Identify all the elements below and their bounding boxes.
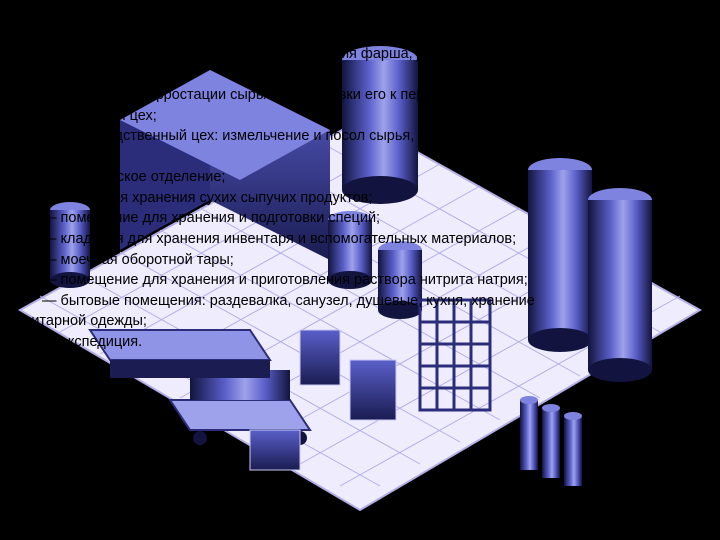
item-13: — экспедиция. <box>8 333 712 352</box>
item-1: — низкотемпературная камера для хранения… <box>8 25 712 44</box>
item-4: — сырьевой цех; <box>8 107 712 126</box>
intro-line: В нашем цехе будут такие помещения: <box>8 4 712 23</box>
text-overlay: В нашем цехе будут такие помещения: — ни… <box>0 0 720 540</box>
item-12a: — бытовые помещения: раздевалка, санузел… <box>8 292 712 311</box>
item-9: — кладовая для хранения инвентаря и вспо… <box>8 230 712 249</box>
item-2b: готовой продукции 8 кв.м; <box>8 66 712 85</box>
slide-stage: В нашем цехе будут такие помещения: — ни… <box>0 0 720 540</box>
item-2a: — холодильные камеры: одна для созревани… <box>42 46 570 62</box>
item-7: — склад для хранения сухих сыпучих проду… <box>8 189 712 208</box>
item-5a: — производственный цех: измельчение и по… <box>8 127 712 146</box>
item-2: — холодильные камеры: одна для созревани… <box>8 45 712 64</box>
item-12b: санитарной одежды; <box>8 312 712 331</box>
item-5b: осадка батонов; <box>8 148 712 167</box>
item-8: — помещение для хранения и подготовки сп… <box>8 209 712 228</box>
item-10: — моечная оборотной тары; <box>8 251 712 270</box>
item-11: — помещение для хранения и приготовления… <box>8 271 712 290</box>
item-6: — термическое отделение; <box>8 168 712 187</box>
item-3: — отделение дефростации сырья и подготов… <box>8 86 712 105</box>
